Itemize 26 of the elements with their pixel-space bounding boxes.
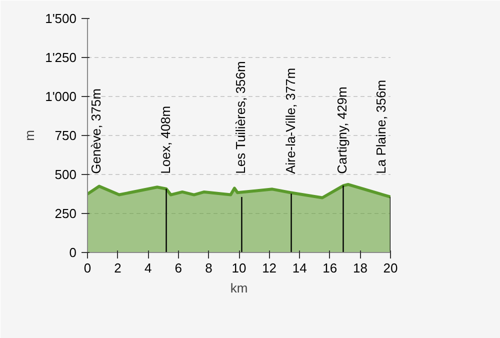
x-tick-label: 12 bbox=[262, 260, 277, 276]
x-tick-label: 4 bbox=[144, 260, 152, 276]
x-tick-label: 2 bbox=[114, 260, 122, 276]
annotation: La Plaine, 356m bbox=[374, 80, 388, 174]
x-tick-label: 8 bbox=[205, 260, 212, 276]
annotation: Les Tuilières, 356m bbox=[233, 61, 248, 174]
annotation: Genève, 375m bbox=[88, 88, 104, 174]
y-tick-label: 1'250 bbox=[45, 50, 77, 65]
annotation: Aire-la-Ville, 377m bbox=[282, 68, 298, 174]
y-tick-label: 0 bbox=[69, 245, 77, 260]
y-tick-label: 1'500 bbox=[45, 11, 77, 26]
y-axis-title: m bbox=[22, 130, 38, 141]
x-tick-label: 14 bbox=[292, 260, 307, 276]
y-tick-label: 750 bbox=[54, 128, 77, 143]
x-tick-label: 18 bbox=[352, 260, 368, 276]
y-tick-label: 500 bbox=[54, 167, 77, 182]
y-tick-label: 1'000 bbox=[45, 89, 77, 104]
x-tick-label: 20 bbox=[383, 260, 398, 276]
x-tick-label: 0 bbox=[84, 260, 92, 276]
x-tick-label: 6 bbox=[174, 260, 182, 276]
annotation: Loex, 408m bbox=[158, 106, 173, 174]
x-tick-label: 16 bbox=[322, 260, 338, 276]
annotation: Cartigny, 429m bbox=[334, 86, 350, 174]
y-tick-label: 250 bbox=[54, 206, 77, 221]
x-tick-label: 10 bbox=[232, 260, 246, 276]
x-axis-title: km bbox=[230, 280, 248, 296]
